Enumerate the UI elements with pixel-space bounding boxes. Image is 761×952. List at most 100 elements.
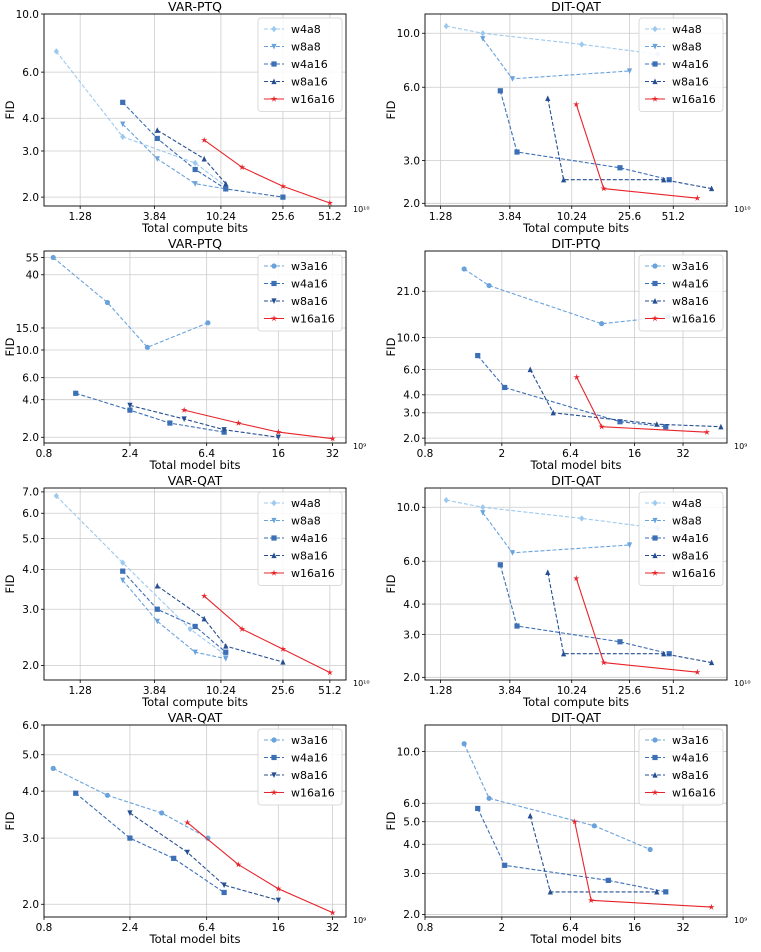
y-axis-label: FID	[384, 811, 398, 830]
x-axis-label: Total model bits	[149, 932, 241, 946]
x-tick-label: 10.24	[206, 211, 236, 223]
data-point-w4a16	[73, 390, 79, 396]
legend-label: w4a16	[291, 278, 328, 291]
legend-label: w4a8	[291, 497, 321, 510]
x-tick-label: 10.24	[206, 685, 236, 697]
y-tick-label: 6.0	[22, 67, 39, 79]
legend-label: w4a16	[672, 58, 709, 71]
data-point-w16a16	[573, 575, 580, 582]
data-point-w8a16	[527, 366, 533, 373]
legend-label: w4a16	[672, 532, 709, 545]
legend-label: w3a16	[672, 260, 709, 273]
series-w8a16	[154, 127, 229, 187]
legend: w4a8 w8a8 w4a16 w8a16 w16a16	[257, 17, 343, 112]
series-line-w4a16	[75, 792, 225, 893]
y-axis-label: FID	[3, 574, 17, 593]
legend-box	[638, 491, 724, 586]
x-tick-label: 2.4	[122, 922, 139, 934]
data-point-w16a16	[694, 194, 701, 201]
y-tick-label: 10.0	[397, 28, 420, 40]
data-point-w8a16	[718, 423, 724, 430]
series-w8a8	[120, 577, 229, 662]
chart-5: 1.28 3.84 10.24 25.6 51.2 2.0 3.0 4.0 5.0 6.0 7.0 w…	[3, 473, 370, 709]
data-point-w4a16	[617, 165, 623, 171]
legend-marker	[271, 772, 277, 778]
series-w8a16	[127, 810, 281, 904]
series-line-w16a16	[203, 595, 331, 673]
chart-title: VAR-QAT	[168, 711, 223, 725]
x-tick-label: 0.8	[36, 448, 53, 460]
y-tick-label: 6.0	[403, 82, 420, 94]
legend-marker	[652, 535, 658, 541]
series-line-w3a16	[463, 268, 669, 325]
axis-offset-label: 10⁹	[353, 916, 366, 925]
y-tick-label: 3.0	[22, 833, 39, 845]
data-point-w8a16	[561, 650, 567, 657]
chart-panel-6: 1.28 3.84 10.24 25.6 51.2 2.0 3.0 4.0 6.0 10.0 w4a…	[381, 473, 761, 711]
legend-label: w16a16	[672, 313, 716, 326]
axis-offset-label: 10¹⁰	[734, 205, 751, 214]
legend-box	[638, 728, 724, 806]
y-tick-label: 2.0	[403, 909, 420, 921]
data-point-w16a16	[598, 423, 605, 430]
legend-label: w8a16	[291, 76, 328, 89]
x-tick-label: 51.2	[318, 685, 341, 697]
chart-title: DIT-PTQ	[551, 237, 600, 251]
data-point-w4a16	[127, 835, 133, 841]
y-tick-label: 3.0	[22, 604, 39, 616]
y-tick-label: 4.0	[22, 564, 39, 576]
legend-marker	[271, 263, 277, 269]
series-w4a16	[475, 352, 669, 430]
data-point-w16a16	[180, 406, 188, 413]
legend-marker	[652, 280, 658, 287]
data-point-w4a16	[280, 194, 286, 200]
x-tick-label: 10.24	[557, 685, 587, 697]
y-tick-label: 2.0	[22, 432, 39, 444]
legend-marker	[270, 569, 278, 576]
y-tick-label: 6.0	[22, 720, 39, 732]
data-point-w4a8	[53, 48, 59, 55]
series-w8a16	[545, 569, 715, 666]
legend-label: w8a16	[672, 550, 709, 563]
legend-marker	[271, 499, 277, 507]
data-point-w16a16	[573, 373, 580, 380]
legend-label: w8a8	[672, 515, 702, 528]
x-axis-label: Total model bits	[530, 458, 622, 472]
x-axis-label: Total model bits	[149, 458, 241, 472]
chart-panel-4: 0.8 2 6.4 16 32 2.0 3.0 4.0 6.0 10.0 21.0 w3a16 w4a1…	[381, 236, 761, 474]
x-tick-label: 3.84	[143, 211, 167, 223]
chart-title: VAR-PTQ	[168, 237, 222, 251]
data-point-w4a16	[497, 562, 503, 568]
legend-label: w4a16	[291, 532, 328, 545]
series-w4a16	[497, 88, 672, 183]
series-line-w4a8	[55, 495, 227, 656]
axis-offset-label: 10¹⁰	[353, 679, 370, 688]
legend-label: w16a16	[672, 567, 716, 580]
data-point-w8a8	[192, 649, 198, 656]
legend-marker	[652, 61, 658, 67]
y-tick-label: 2.0	[403, 198, 420, 210]
y-tick-label: 5.0	[403, 817, 420, 829]
legend-marker	[270, 789, 278, 796]
y-tick-label: 15.0	[16, 323, 39, 335]
series-line-w4a16	[122, 570, 227, 653]
legend-marker	[652, 772, 658, 778]
y-tick-label: 2.0	[22, 899, 39, 911]
series-w4a16	[475, 805, 669, 895]
data-point-w8a16	[223, 180, 229, 187]
series-w4a16	[73, 390, 227, 435]
data-point-w4a16	[666, 177, 672, 183]
data-point-w8a16	[223, 643, 229, 649]
data-point-w16a16	[326, 199, 334, 206]
x-tick-label: 3.84	[143, 685, 167, 697]
data-point-w8a8	[154, 156, 160, 162]
data-point-w3a16	[104, 299, 111, 306]
data-point-w4a16	[514, 149, 520, 155]
y-tick-label: 6.0	[403, 364, 420, 376]
legend-label: w16a16	[672, 787, 716, 800]
y-tick-label: 4.0	[22, 113, 39, 125]
chart-1: 1.28 3.84 10.24 25.6 51.2 2.0 3.0 4.0 6.0 10.0 w4a…	[3, 0, 370, 235]
series-w16a16	[571, 818, 715, 910]
data-point-w8a16	[527, 812, 533, 819]
data-point-w4a16	[497, 88, 503, 94]
